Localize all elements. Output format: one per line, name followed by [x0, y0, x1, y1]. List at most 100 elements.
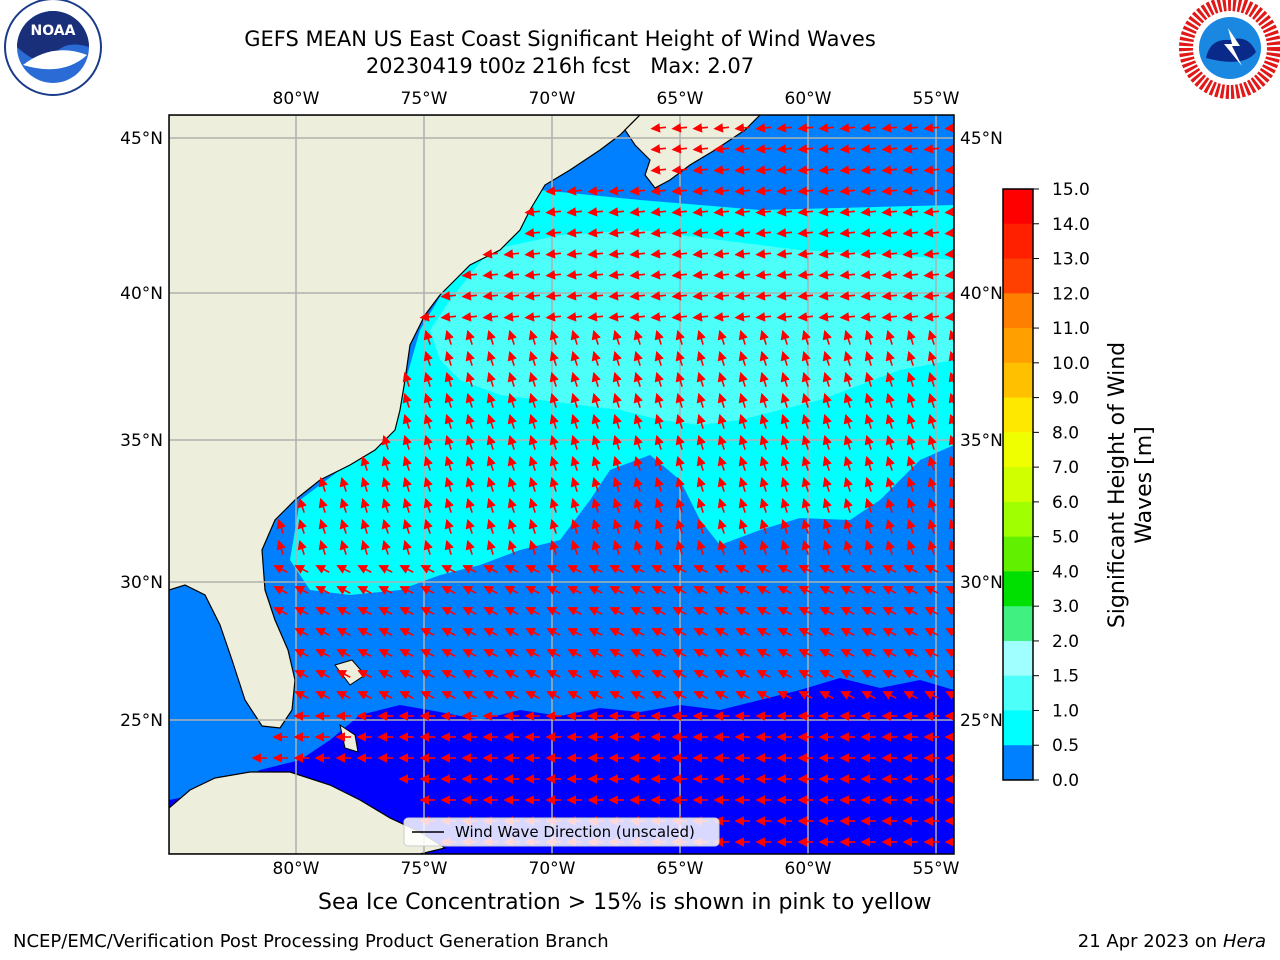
wave-direction-arrow: [927, 329, 937, 345]
wave-direction-arrow: [567, 607, 582, 616]
wave-direction-arrow: [423, 350, 433, 366]
wave-direction-arrow: [734, 249, 751, 259]
wave-direction-arrow: [420, 586, 435, 595]
wave-direction-arrow: [927, 413, 937, 429]
wave-direction-arrow: [587, 291, 604, 301]
colorbar-segment: [1003, 745, 1033, 781]
wave-direction-arrow: [759, 392, 769, 408]
wave-direction-arrow: [717, 350, 727, 366]
wave-direction-arrow: [675, 476, 685, 492]
wave-direction-arrow: [903, 691, 918, 700]
wave-direction-arrow: [675, 329, 685, 345]
wave-direction-arrow: [672, 670, 687, 679]
wave-direction-arrow: [570, 539, 580, 555]
wave-direction-arrow: [759, 455, 769, 471]
wave-direction-arrow: [612, 350, 622, 366]
wave-direction-arrow: [822, 497, 832, 513]
wave-direction-arrow: [357, 649, 372, 658]
wave-direction-arrow: [650, 123, 667, 133]
wave-direction-arrow: [423, 539, 433, 555]
wave-direction-arrow: [357, 691, 372, 700]
wave-direction-arrow: [587, 312, 604, 322]
wave-direction-arrow: [948, 497, 954, 512]
wave-direction-arrow: [671, 228, 688, 238]
wave-direction-arrow: [528, 413, 538, 429]
wave-direction-arrow: [861, 628, 876, 637]
wave-direction-arrow: [294, 649, 309, 658]
wave-direction-arrow: [546, 691, 561, 700]
wave-direction-arrow: [755, 270, 772, 280]
wave-direction-arrow: [294, 565, 309, 574]
wave-direction-arrow: [654, 455, 664, 471]
wave-direction-arrow: [840, 565, 855, 574]
wave-direction-arrow: [797, 165, 814, 175]
wave-direction-arrow: [549, 497, 559, 513]
wave-direction-arrow: [798, 607, 813, 616]
wave-direction-arrow: [462, 565, 477, 574]
wave-direction-arrow: [738, 392, 748, 408]
wave-direction-arrow: [654, 476, 664, 492]
wave-direction-arrow: [524, 207, 541, 217]
wave-direction-arrow: [902, 249, 919, 259]
wave-direction-arrow: [923, 207, 940, 217]
wave-direction-arrow: [654, 329, 664, 345]
wave-direction-arrow: [692, 207, 709, 217]
wave-direction-arrow: [503, 291, 520, 301]
wave-direction-arrow: [402, 518, 412, 534]
top-lon-label: 80°W: [273, 89, 320, 109]
wave-direction-arrow: [570, 392, 580, 408]
wave-direction-arrow: [780, 539, 790, 555]
wave-direction-arrow: [633, 455, 643, 471]
wave-direction-arrow: [318, 497, 328, 513]
wave-direction-arrow: [525, 649, 540, 658]
wave-direction-arrow: [315, 649, 330, 658]
wave-direction-arrow: [756, 586, 771, 595]
wave-direction-arrow: [776, 144, 793, 154]
wave-direction-arrow: [420, 691, 435, 700]
colorbar-segment: [1003, 362, 1033, 399]
wave-direction-arrow: [609, 565, 624, 574]
wave-direction-arrow: [798, 565, 813, 574]
wave-direction-arrow: [860, 144, 877, 154]
wave-direction-arrow: [587, 270, 604, 280]
wave-direction-arrow: [692, 123, 709, 133]
wave-direction-arrow: [528, 371, 538, 387]
wave-direction-arrow: [444, 518, 454, 534]
wave-direction-arrow: [650, 291, 667, 301]
wave-direction-arrow: [546, 565, 561, 574]
map-legend: Wind Wave Direction (unscaled): [403, 817, 720, 847]
wave-direction-arrow: [486, 539, 496, 555]
wave-direction-arrow: [608, 270, 625, 280]
wave-direction-arrow: [798, 586, 813, 595]
wave-direction-arrow: [461, 270, 478, 280]
wave-direction-arrow: [525, 565, 540, 574]
wave-direction-arrow: [399, 607, 414, 616]
wave-direction-arrow: [839, 186, 856, 196]
wave-direction-arrow: [444, 539, 454, 555]
wave-direction-arrow: [738, 329, 748, 345]
wave-direction-arrow: [462, 691, 477, 700]
wave-direction-arrow: [360, 539, 370, 555]
wave-direction-arrow: [713, 312, 730, 322]
wave-direction-arrow: [671, 270, 688, 280]
wind-wave-arrows: [251, 123, 954, 847]
wave-direction-arrow: [608, 291, 625, 301]
wave-direction-arrow: [927, 392, 937, 408]
wave-direction-arrow: [608, 207, 625, 217]
wave-direction-arrow: [504, 670, 519, 679]
wave-direction-arrow: [885, 392, 895, 408]
wave-direction-arrow: [717, 392, 727, 408]
wave-direction-arrow: [297, 539, 307, 555]
wave-direction-arrow: [944, 186, 954, 196]
wave-direction-arrow: [524, 249, 541, 259]
wave-direction-arrow: [692, 165, 709, 175]
wave-direction-arrow: [360, 476, 370, 492]
wave-direction-arrow: [906, 539, 916, 555]
wave-direction-arrow: [630, 586, 645, 595]
wave-direction-arrow: [797, 123, 814, 133]
wave-direction-arrow: [318, 476, 328, 492]
wave-direction-arrow: [944, 270, 954, 280]
wave-direction-arrow: [339, 518, 349, 534]
wave-direction-arrow: [713, 207, 730, 217]
wave-direction-arrow: [612, 392, 622, 408]
